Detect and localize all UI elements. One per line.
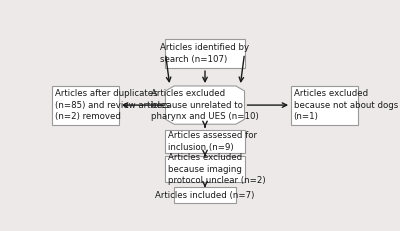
Polygon shape bbox=[166, 86, 244, 124]
FancyBboxPatch shape bbox=[291, 85, 358, 125]
FancyBboxPatch shape bbox=[166, 130, 244, 153]
Text: Articles after duplicates
(n=85) and review articles
(n=2) removed: Articles after duplicates (n=85) and rev… bbox=[55, 89, 170, 121]
Text: Articles excluded
because unrelated to
pharynx and UES (n=10): Articles excluded because unrelated to p… bbox=[151, 89, 259, 121]
Text: Articles assessed for
inclusion (n=9): Articles assessed for inclusion (n=9) bbox=[168, 131, 257, 152]
Text: Articles excluded
because not about dogs
(n=1): Articles excluded because not about dogs… bbox=[294, 89, 398, 121]
FancyBboxPatch shape bbox=[174, 187, 236, 204]
Text: Articles excluded
because imaging
protocol unclear (n=2): Articles excluded because imaging protoc… bbox=[168, 153, 266, 185]
FancyBboxPatch shape bbox=[166, 39, 244, 68]
Text: Articles included (n=7): Articles included (n=7) bbox=[155, 191, 255, 200]
FancyBboxPatch shape bbox=[52, 85, 119, 125]
FancyBboxPatch shape bbox=[166, 156, 244, 182]
Text: Articles identified by
search (n=107): Articles identified by search (n=107) bbox=[160, 43, 250, 64]
